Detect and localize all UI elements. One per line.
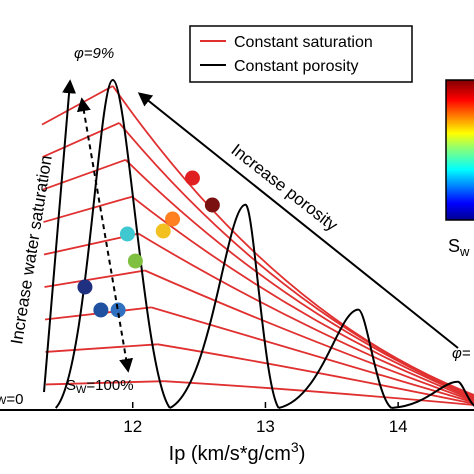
data-points xyxy=(77,170,220,318)
x-axis-title-end: ) xyxy=(299,443,306,465)
annotations: Increase water saturation Increase poros… xyxy=(0,45,471,408)
colorbar-label-tail: ( xyxy=(469,236,474,256)
saturation-curve-left xyxy=(44,269,146,288)
increase-porosity-label: Increase porosity xyxy=(228,140,342,235)
data-point xyxy=(93,302,109,318)
data-point xyxy=(155,223,171,239)
constant-porosity-curves xyxy=(54,78,474,409)
x-axis-title-main: Ip (km/s*g/cm xyxy=(169,443,291,465)
saturation-curve xyxy=(138,232,474,401)
x-axis-title: Ip (km/s*g/cm3) xyxy=(169,439,306,465)
saturation-curve-left xyxy=(41,85,114,126)
colorbar-gradient xyxy=(445,79,474,221)
plot-frame xyxy=(0,409,474,411)
dashed-sw-arrow xyxy=(76,97,134,373)
porosity-curve xyxy=(169,203,280,409)
data-point xyxy=(204,197,220,213)
phi-9-label: φ=9% xyxy=(74,45,114,62)
sw-0-tail: =0 xyxy=(6,391,23,408)
porosity-curve xyxy=(278,308,393,409)
x-tick-label: 14 xyxy=(389,417,408,436)
increase-sw-label: Increase water saturation xyxy=(7,154,56,346)
data-point xyxy=(184,170,200,186)
data-point xyxy=(165,211,181,227)
sw-100-tail: =100% xyxy=(86,377,133,394)
legend-porosity-label: Constant porosity xyxy=(234,58,359,75)
porosity-curve xyxy=(391,380,474,409)
colorbar-label: Sw ( xyxy=(448,236,474,259)
legend: Constant saturation Constant porosity xyxy=(189,25,413,83)
legend-saturation-label: Constant saturation xyxy=(234,34,373,51)
saturation-curve xyxy=(125,159,474,399)
increase-sw-arrow xyxy=(43,79,77,393)
saturation-curve xyxy=(164,380,474,406)
porosity-curve xyxy=(54,78,171,409)
data-point xyxy=(77,279,93,295)
x-axis: 12 13 14 xyxy=(123,402,408,436)
x-tick-label: 13 xyxy=(256,417,275,436)
x-axis-title-sup: 3 xyxy=(291,439,299,455)
data-point xyxy=(127,253,143,269)
saturation-curve xyxy=(151,306,474,404)
saturation-curve xyxy=(118,122,474,398)
sw-100-sub: W xyxy=(76,384,87,396)
colorbar-label-s: S xyxy=(448,236,460,256)
increase-porosity-arrow xyxy=(137,92,459,349)
phi-right-label: φ= xyxy=(452,345,471,362)
saturation-curve-left xyxy=(45,380,165,386)
x-tick-label: 12 xyxy=(123,417,142,436)
saturation-curve-left xyxy=(43,195,133,223)
colorbar-label-sub: w xyxy=(459,244,470,259)
sw-0-label: W=0 xyxy=(0,391,24,408)
colorbar: Sw ( xyxy=(445,79,474,259)
sw-100-s: S xyxy=(66,377,76,394)
saturation-curve-left xyxy=(42,122,120,158)
legend-box xyxy=(189,25,413,83)
sw-0-sub: W xyxy=(0,395,7,407)
saturation-curve-left xyxy=(45,343,158,353)
data-point xyxy=(119,226,135,242)
saturation-curve xyxy=(131,195,474,400)
saturation-curve-left xyxy=(42,158,126,191)
sw-100-label: SW=100% xyxy=(66,377,134,396)
saturation-curve xyxy=(144,269,474,403)
plot-area xyxy=(0,409,474,411)
